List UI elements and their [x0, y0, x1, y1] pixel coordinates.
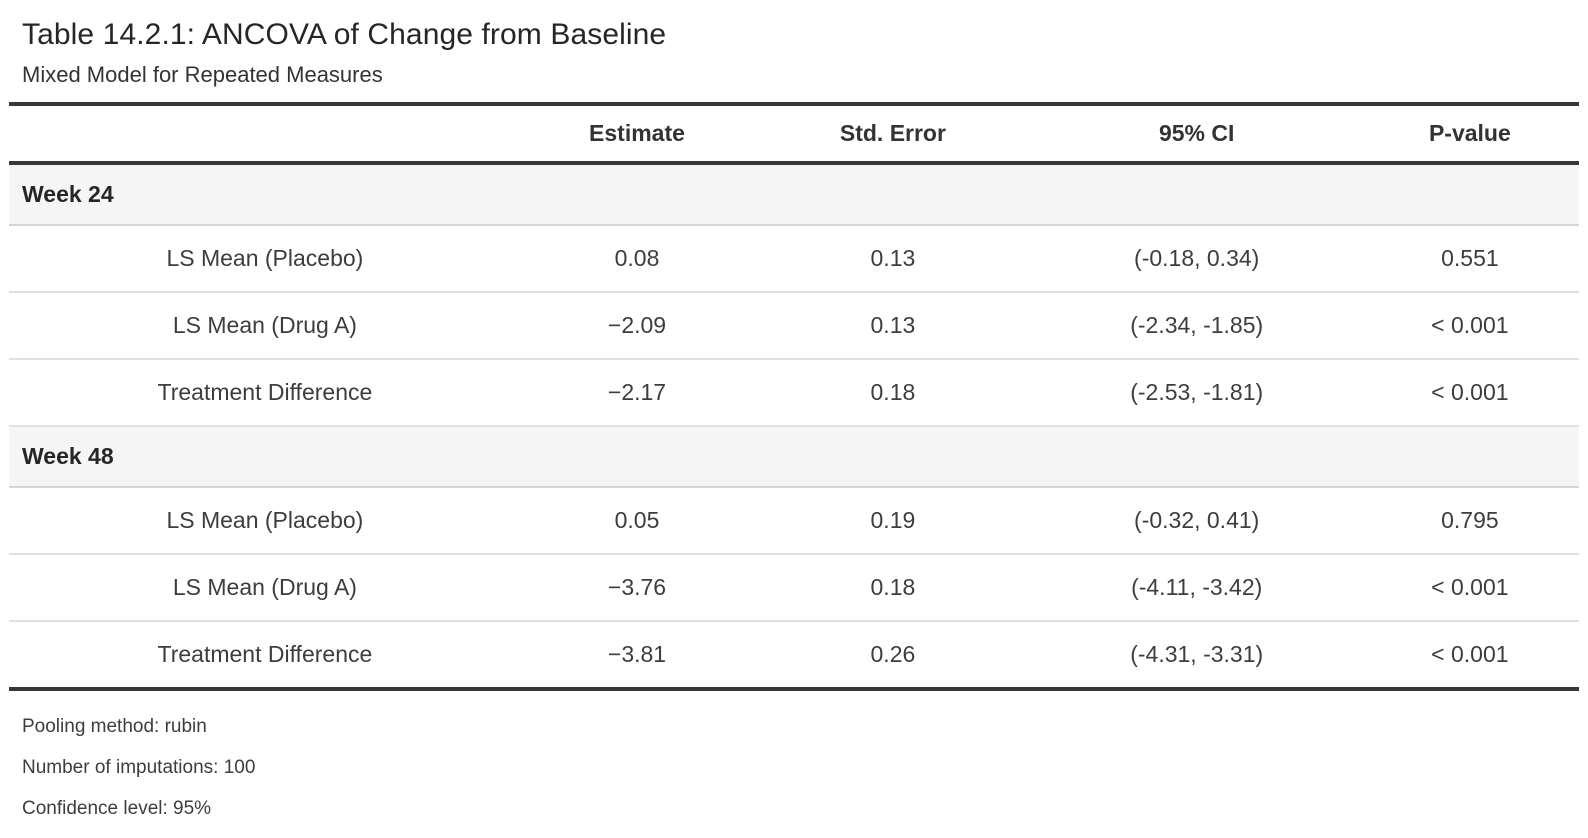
estimate-value: 0.05: [520, 487, 754, 555]
column-header-p-value: P-value: [1360, 104, 1579, 165]
column-header-row: Estimate Std. Error 95% CI P-value: [9, 104, 1579, 165]
table-row: LS Mean (Drug A) −3.76 0.18 (-4.11, -3.4…: [9, 554, 1579, 622]
std-error-value: 0.18: [753, 554, 1033, 622]
std-error-value: 0.26: [753, 621, 1033, 689]
footnote-number-of-imputations: Number of imputations: 100: [22, 757, 256, 778]
column-header-std-error: Std. Error: [753, 104, 1033, 165]
ci-value: (-0.18, 0.34): [1032, 225, 1361, 293]
ci-value: (-0.32, 0.41): [1032, 487, 1361, 555]
row-label: LS Mean (Drug A): [9, 554, 521, 622]
estimate-value: 0.08: [520, 225, 754, 293]
p-value: 0.551: [1360, 225, 1579, 293]
estimate-value: −3.76: [520, 554, 754, 622]
column-header-estimate: Estimate: [520, 104, 754, 165]
row-label: Treatment Difference: [9, 621, 521, 689]
column-header-stub: [9, 104, 521, 165]
table-title: Table 14.2.1: ANCOVA of Change from Base…: [22, 18, 667, 51]
estimate-value: −2.09: [520, 292, 754, 360]
std-error-value: 0.19: [753, 487, 1033, 555]
group-label: Week 48: [9, 425, 1579, 488]
table-row: LS Mean (Drug A) −2.09 0.13 (-2.34, -1.8…: [9, 292, 1579, 360]
table-row: Treatment Difference −2.17 0.18 (-2.53, …: [9, 359, 1579, 427]
table-row: Treatment Difference −3.81 0.26 (-4.31, …: [9, 621, 1579, 689]
footnote-pooling-method: Pooling method: rubin: [22, 716, 207, 737]
footnote-confidence-level: Confidence level: 95%: [22, 798, 212, 819]
std-error-value: 0.13: [753, 225, 1033, 293]
row-label: Treatment Difference: [9, 359, 521, 427]
std-error-value: 0.18: [753, 359, 1033, 427]
ci-value: (-4.11, -3.42): [1032, 554, 1361, 622]
p-value: < 0.001: [1360, 292, 1579, 360]
table-row: LS Mean (Placebo) 0.08 0.13 (-0.18, 0.34…: [9, 225, 1579, 293]
ci-value: (-2.53, -1.81): [1032, 359, 1361, 427]
std-error-value: 0.13: [753, 292, 1033, 360]
p-value: < 0.001: [1360, 554, 1579, 622]
estimate-value: −3.81: [520, 621, 754, 689]
table-subtitle: Mixed Model for Repeated Measures: [22, 62, 383, 87]
row-label: LS Mean (Placebo): [9, 487, 521, 555]
ancova-results-table: Estimate Std. Error 95% CI P-value Week …: [9, 102, 1579, 691]
p-value: < 0.001: [1360, 359, 1579, 427]
row-label: LS Mean (Placebo): [9, 225, 521, 293]
group-row-week-24: Week 24: [9, 162, 1579, 226]
estimate-value: −2.17: [520, 359, 754, 427]
footnotes: Pooling method: rubin Number of imputati…: [9, 691, 1579, 820]
group-label: Week 24: [9, 162, 1579, 226]
table-row: LS Mean (Placebo) 0.05 0.19 (-0.32, 0.41…: [9, 487, 1579, 555]
group-row-week-48: Week 48: [9, 425, 1579, 488]
row-label: LS Mean (Drug A): [9, 292, 521, 360]
ci-value: (-4.31, -3.31): [1032, 621, 1361, 689]
column-header-95-ci: 95% CI: [1032, 104, 1361, 165]
p-value: 0.795: [1360, 487, 1579, 555]
ci-value: (-2.34, -1.85): [1032, 292, 1361, 360]
p-value: < 0.001: [1360, 621, 1579, 689]
